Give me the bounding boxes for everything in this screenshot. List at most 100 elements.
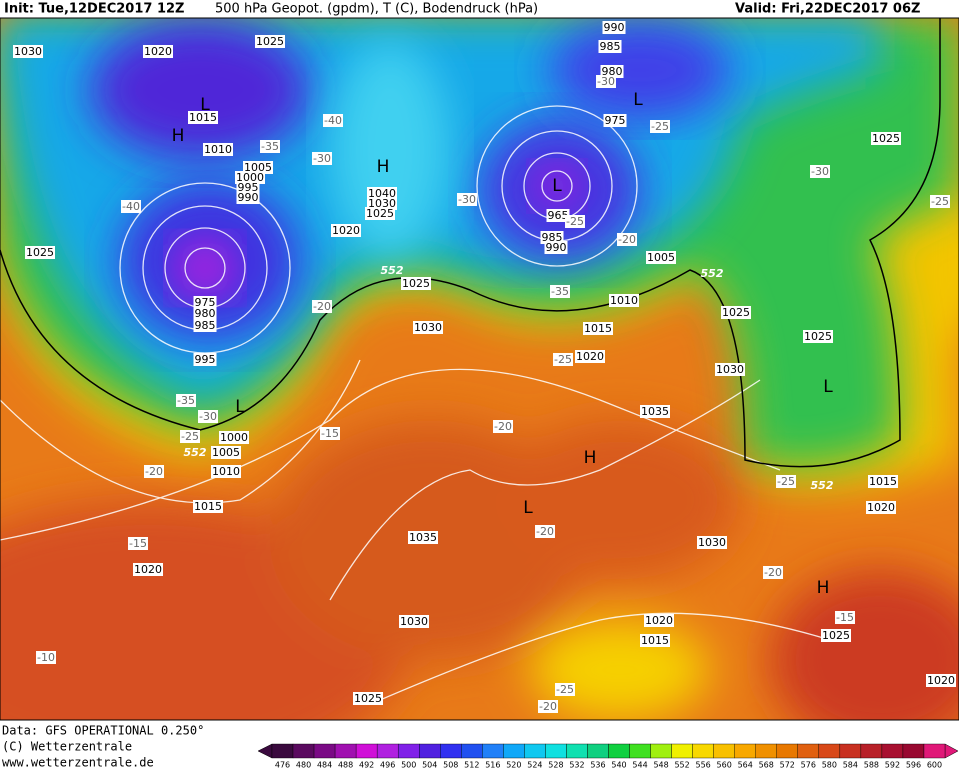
isobar-label: 1035 bbox=[641, 405, 669, 418]
isobar-label: 1015 bbox=[584, 322, 612, 335]
colorbar-tick-label: 588 bbox=[864, 761, 879, 770]
temperature-label-box bbox=[535, 525, 555, 538]
temperature-label-box bbox=[260, 140, 280, 153]
colorbar-swatch bbox=[860, 743, 883, 759]
temperature-label-box bbox=[617, 233, 637, 246]
colorbar-swatch bbox=[503, 743, 525, 759]
temperature-label-box bbox=[323, 114, 343, 127]
isobar-label: 1020 bbox=[332, 224, 360, 237]
pressure-center: L bbox=[200, 95, 210, 115]
isobar-label: 1010 bbox=[212, 465, 240, 478]
isobar-label: 1030 bbox=[716, 363, 744, 376]
colorbar-swatch bbox=[334, 743, 357, 759]
temperature-label: -25 bbox=[931, 195, 949, 208]
contour-label: 552 bbox=[381, 264, 404, 277]
colorbar-tick-label: 500 bbox=[401, 761, 416, 770]
colorbar-swatch bbox=[629, 743, 651, 759]
temperature-label: -30 bbox=[597, 75, 615, 88]
colorbar-tick-label: 568 bbox=[759, 761, 774, 770]
temperature-label: -35 bbox=[177, 394, 195, 407]
isobar-label-box bbox=[193, 296, 217, 309]
temperature-label-box bbox=[457, 193, 477, 206]
isobar-label: 1020 bbox=[134, 563, 162, 576]
colorbar-swatch bbox=[566, 743, 588, 759]
isobar-label-box bbox=[203, 143, 233, 156]
isobar-label: 1025 bbox=[26, 246, 54, 259]
isobar-label-box bbox=[603, 114, 627, 127]
pressure-center: H bbox=[817, 578, 830, 598]
colorbar-swatch bbox=[587, 743, 609, 759]
temperature-label-box bbox=[596, 75, 616, 88]
isobar-label: 965 bbox=[548, 209, 569, 222]
temperature-label: -40 bbox=[122, 200, 140, 213]
isobar-label-box bbox=[367, 187, 397, 200]
isobar-label-box bbox=[598, 40, 622, 53]
colorbar-tick-label: 580 bbox=[822, 761, 837, 770]
isobar-label-box bbox=[721, 306, 751, 319]
isobar-label-box bbox=[219, 431, 249, 444]
isobar-label: 985 bbox=[542, 231, 563, 244]
isobar-label-box bbox=[365, 207, 395, 220]
colorbar-tick-label: 556 bbox=[696, 761, 711, 770]
isobar-label: 995 bbox=[195, 353, 216, 366]
isobar-label: 1020 bbox=[867, 501, 895, 514]
temperature-label-box bbox=[930, 195, 950, 208]
isobar-label-box bbox=[331, 224, 361, 237]
colorbar-tick-label: 572 bbox=[780, 761, 795, 770]
temperature-label: -35 bbox=[551, 285, 569, 298]
pressure-center: L bbox=[523, 498, 533, 518]
isobar-label: 1015 bbox=[194, 500, 222, 513]
temperature-label: -20 bbox=[313, 300, 331, 313]
contour-label: 552 bbox=[184, 446, 207, 459]
temperature-label: -25 bbox=[651, 120, 669, 133]
colorbar-swatch bbox=[376, 743, 399, 759]
colorbar-tick-label: 488 bbox=[338, 761, 353, 770]
isobar-label-box bbox=[821, 629, 851, 642]
isobar-label-box bbox=[609, 294, 639, 307]
isobar-label-box bbox=[13, 45, 43, 58]
isobar-label: 1030 bbox=[400, 615, 428, 628]
temperature-label: -25 bbox=[556, 683, 574, 696]
isobar-label: 1000 bbox=[220, 431, 248, 444]
pressure-center: L bbox=[552, 176, 562, 196]
temperature-label: -40 bbox=[324, 114, 342, 127]
isobar-label: 1030 bbox=[698, 536, 726, 549]
colorbar-tick-label: 492 bbox=[359, 761, 374, 770]
isobar-label-box bbox=[211, 465, 241, 478]
temperature-label-box bbox=[810, 165, 830, 178]
colorbar-swatch bbox=[839, 743, 862, 759]
colorbar-tick-label: 504 bbox=[422, 761, 437, 770]
colorbar-tick-label: 596 bbox=[906, 761, 921, 770]
colorbar-tick-label: 564 bbox=[738, 761, 753, 770]
isobar-label-box bbox=[575, 350, 605, 363]
isobar-label-box bbox=[866, 501, 896, 514]
isobar-label: 1030 bbox=[368, 197, 396, 210]
colorbar-swatch bbox=[461, 743, 483, 759]
isobar-label: 1025 bbox=[872, 132, 900, 145]
temperature-label-box bbox=[198, 410, 218, 423]
colorbar-swatch bbox=[713, 743, 735, 759]
isobar-label: 990 bbox=[604, 21, 625, 34]
isobar-label: 990 bbox=[546, 241, 567, 254]
temperature-label: -20 bbox=[618, 233, 636, 246]
colorbar-tick-label: 540 bbox=[611, 761, 626, 770]
colorbar-swatch bbox=[881, 743, 904, 759]
temperature-label: -25 bbox=[566, 215, 584, 228]
colorbar-tick-label: 536 bbox=[590, 761, 605, 770]
colorbar-tick-label: 476 bbox=[275, 761, 290, 770]
pressure-center: H bbox=[377, 157, 390, 177]
temperature-label: -15 bbox=[836, 611, 854, 624]
pressure-center: L bbox=[823, 377, 833, 397]
map-title: 500 hPa Geopot. (gpdm), T (C), Bodendruc… bbox=[215, 2, 538, 17]
isobar-label-box bbox=[193, 307, 217, 320]
temperature-label-box bbox=[312, 300, 332, 313]
isobar-label-box bbox=[193, 353, 217, 366]
temperature-label: -35 bbox=[261, 140, 279, 153]
temperature-label-box bbox=[128, 537, 148, 550]
isobar-label-box bbox=[133, 563, 163, 576]
temperature-label: -20 bbox=[539, 700, 557, 713]
temperature-label: -30 bbox=[313, 152, 331, 165]
temperature-label-box bbox=[565, 215, 585, 228]
colorbar-swatch bbox=[397, 743, 420, 759]
